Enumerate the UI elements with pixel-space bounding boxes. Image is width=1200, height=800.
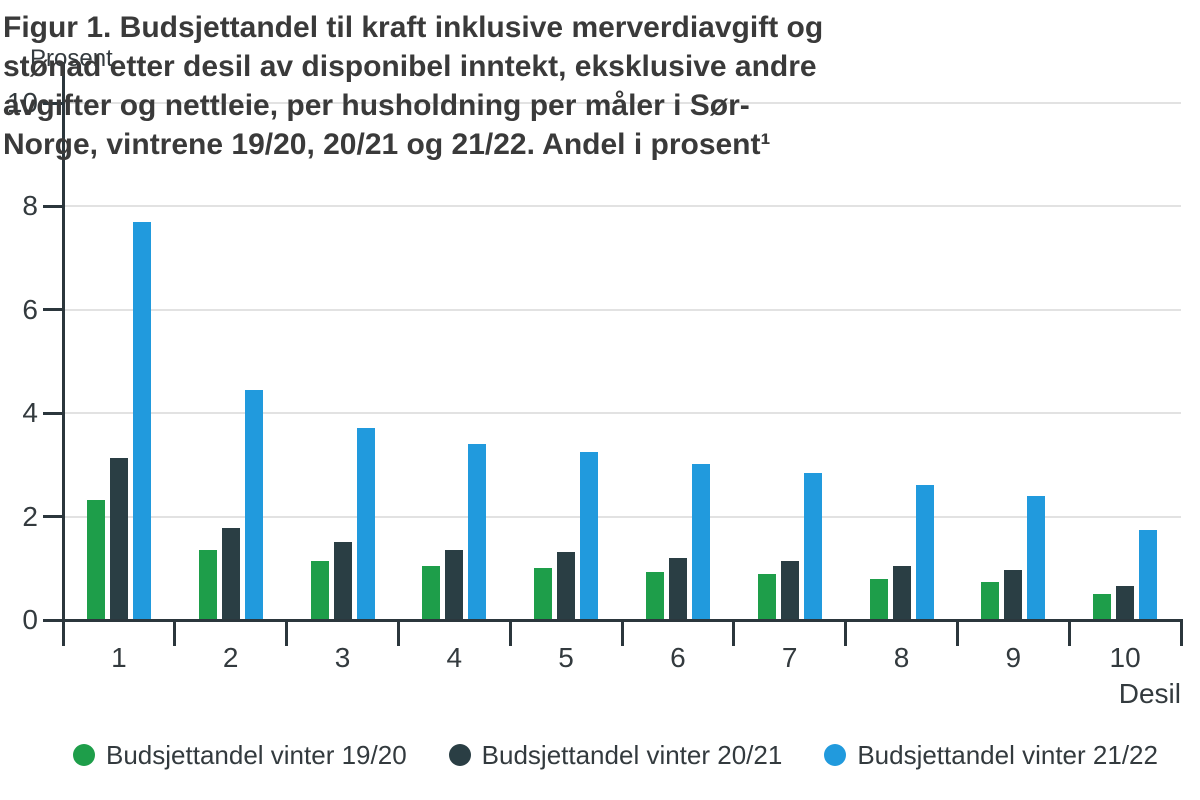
- x-tick-label-desil-8: 8: [893, 642, 910, 673]
- y-axis-line: [61, 62, 65, 646]
- bar-series-1-desil-2: [198, 549, 217, 620]
- bar-series-1-desil-4: [422, 565, 441, 620]
- y-tick-label-6: 6: [22, 293, 38, 325]
- x-tick-9: [1067, 620, 1071, 646]
- gridline-8: [64, 205, 1181, 208]
- bar-series-3-desil-8: [915, 484, 934, 620]
- bar-series-1-desil-9: [981, 581, 1000, 620]
- x-tick-label-desil-7: 7: [781, 642, 798, 673]
- bar-series-1-desil-1: [86, 499, 105, 620]
- legend-label: Budsjettandel vinter 20/21: [481, 740, 783, 770]
- x-tick-0: [61, 620, 65, 646]
- x-tick-label-desil-4: 4: [446, 642, 463, 673]
- bar-series-3-desil-9: [1027, 496, 1046, 620]
- y-tick-2: [43, 515, 63, 519]
- y-tick-6: [43, 308, 63, 312]
- bar-series-1-desil-10: [1093, 593, 1112, 620]
- bar-series-3-desil-7: [803, 472, 822, 620]
- y-tick-label-2: 2: [22, 500, 38, 532]
- x-tick-10: [1179, 620, 1183, 646]
- bar-series-1-desil-6: [645, 571, 664, 620]
- bar-series-2-desil-4: [445, 549, 464, 620]
- legend-swatch-circle-icon: [73, 744, 95, 766]
- x-tick-label-desil-5: 5: [558, 642, 574, 673]
- bar-series-2-desil-10: [1116, 585, 1135, 620]
- bar-series-3-desil-5: [580, 452, 599, 620]
- bar-series-3-desil-10: [1139, 530, 1158, 620]
- bar-series-2-desil-7: [780, 560, 799, 620]
- legend-swatch-circle-icon: [448, 744, 471, 766]
- x-tick-label-desil-9: 9: [1005, 642, 1022, 673]
- bar-series-3-desil-3: [356, 428, 375, 620]
- bar-series-2-desil-2: [221, 527, 240, 620]
- bar-series-2-desil-6: [668, 557, 687, 620]
- legend-item-vinter-20-21: Budsjettandel vinter 20/21: [448, 740, 783, 770]
- legend-item-vinter-19-20: Budsjettandel vinter 19/20: [73, 741, 407, 769]
- figure-title-line-3: avgifter og nettleie, per husholdning pe…: [3, 89, 750, 122]
- bar-series-3-desil-6: [691, 464, 710, 620]
- gridline-6: [64, 308, 1181, 311]
- figure-title-line-2: stønad etter desil av disponibel inntekt…: [3, 50, 817, 83]
- bar-series-1-desil-8: [869, 579, 888, 620]
- figure-title-line-4: Norge, vintrene 19/20, 20/21 og 21/22. A…: [3, 128, 771, 161]
- y-tick-label-0: 0: [22, 604, 38, 635]
- x-tick-5: [620, 620, 624, 646]
- y-tick-0: [43, 618, 63, 622]
- bar-series-1-desil-3: [310, 560, 329, 620]
- y-tick-label-4: 4: [22, 397, 38, 429]
- figure-title-line-1: Figur 1. Budsjettandel til kraft inklusi…: [3, 11, 824, 44]
- x-tick-2: [285, 620, 289, 646]
- x-tick-label-desil-2: 2: [222, 642, 239, 673]
- x-tick-label-desil-1: 1: [111, 642, 127, 673]
- y-tick-10: [43, 101, 63, 105]
- legend-item-vinter-21-22: Budsjettandel vinter 21/22: [824, 741, 1158, 769]
- y-tick-4: [43, 411, 63, 415]
- y-tick-label-8: 8: [22, 190, 38, 222]
- y-axis-title: Prosent: [30, 45, 113, 72]
- x-tick-7: [844, 620, 848, 646]
- x-tick-3: [396, 620, 400, 646]
- x-axis-title: Desil: [1118, 678, 1181, 709]
- x-tick-label-desil-6: 6: [670, 642, 686, 673]
- legend-label: Budsjettandel vinter 21/22: [857, 740, 1158, 770]
- bar-series-2-desil-8: [892, 566, 911, 620]
- bar-series-3-desil-4: [468, 444, 487, 620]
- gridline-10: [64, 102, 1181, 104]
- x-tick-1: [173, 620, 177, 646]
- bar-series-3-desil-2: [244, 390, 263, 620]
- bar-series-2-desil-9: [1004, 570, 1023, 620]
- bar-series-3-desil-1: [132, 221, 151, 620]
- legend-label: Budsjettandel vinter 19/20: [106, 740, 407, 770]
- legend: Budsjettandel vinter 19/20 Budsjettandel…: [73, 741, 1158, 769]
- legend-swatch-circle-icon: [824, 744, 847, 766]
- x-tick-label-desil-10: 10: [1109, 642, 1141, 673]
- y-tick-8: [43, 204, 63, 208]
- x-tick-4: [508, 620, 512, 646]
- x-tick-8: [955, 620, 959, 646]
- x-tick-label-desil-3: 3: [334, 642, 351, 673]
- bar-series-2-desil-1: [109, 458, 128, 620]
- gridline-2: [64, 515, 1181, 518]
- bar-series-1-desil-7: [757, 573, 776, 620]
- bar-series-2-desil-3: [333, 542, 352, 620]
- gridline-4: [64, 412, 1181, 415]
- y-tick-label-10: 10: [6, 87, 38, 118]
- x-tick-6: [732, 620, 736, 646]
- figure-title: Figur 1. Budsjettandel til kraft inklusi…: [3, 8, 943, 164]
- bar-series-1-desil-5: [534, 567, 553, 620]
- bar-series-2-desil-5: [557, 552, 576, 620]
